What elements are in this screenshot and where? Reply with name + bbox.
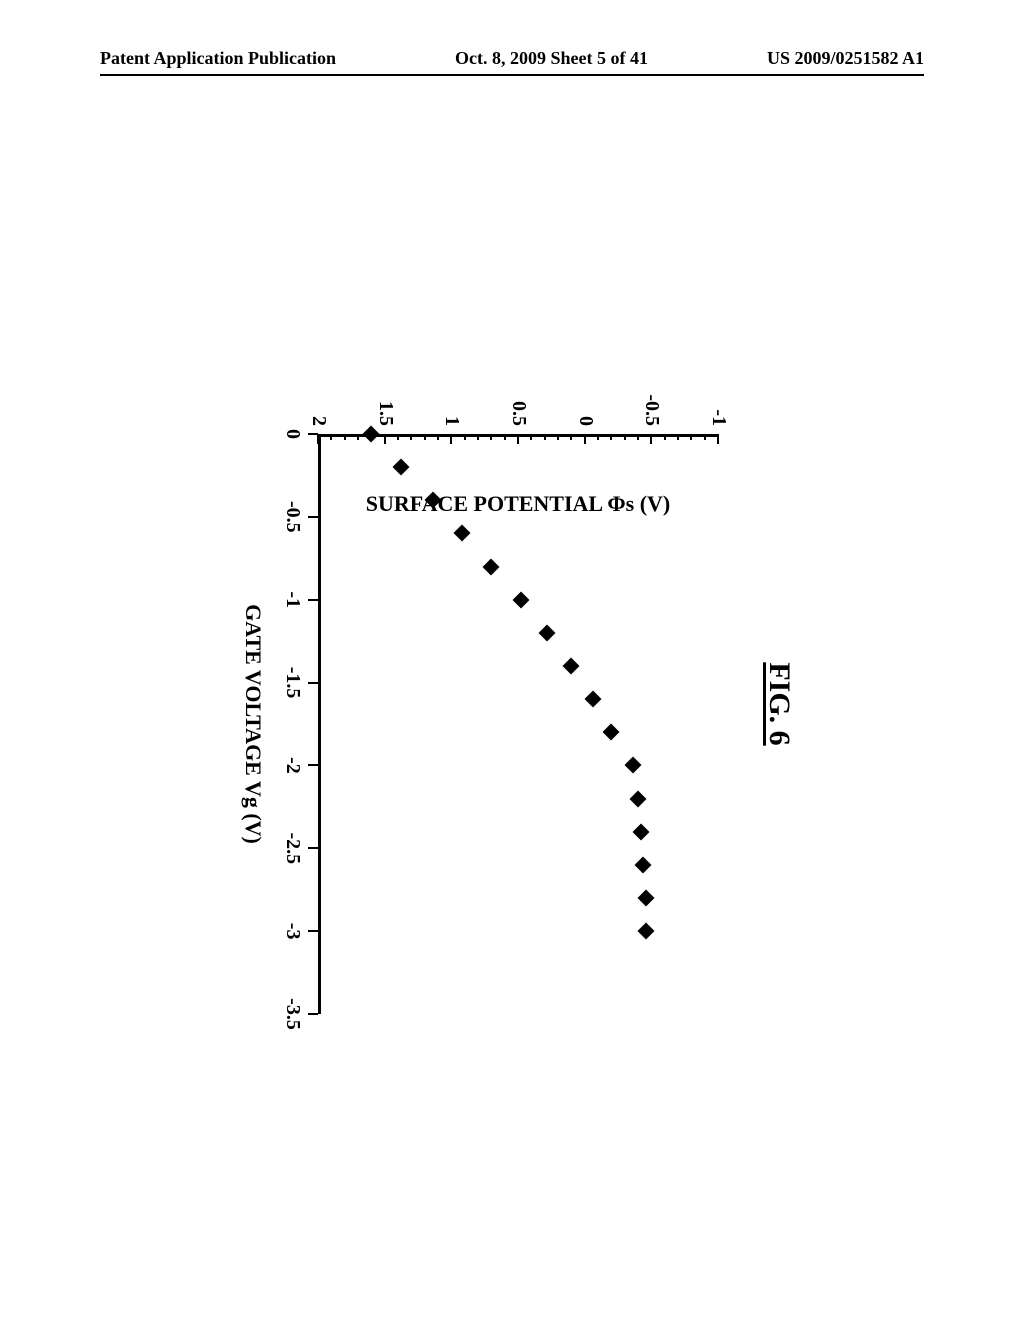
y-tick xyxy=(450,434,452,444)
y-tick xyxy=(384,434,386,444)
header-center: Oct. 8, 2009 Sheet 5 of 41 xyxy=(455,48,648,69)
x-tick xyxy=(308,930,318,932)
x-tick xyxy=(308,764,318,766)
y-minor-tick xyxy=(557,434,559,440)
x-tick xyxy=(308,516,318,518)
x-tick-label: -3.5 xyxy=(281,998,304,1030)
header-rule xyxy=(100,74,924,76)
y-minor-tick xyxy=(544,434,546,440)
y-minor-tick xyxy=(357,434,359,440)
x-tick-label: -1 xyxy=(281,591,304,608)
y-minor-tick xyxy=(690,434,692,440)
x-tick-label: -2 xyxy=(281,757,304,774)
x-tick-label: -3 xyxy=(281,923,304,940)
y-tick xyxy=(517,434,519,444)
plot-area xyxy=(318,434,718,1014)
y-tick-label: 0 xyxy=(574,344,597,426)
y-minor-tick xyxy=(624,434,626,440)
y-minor-tick xyxy=(530,434,532,440)
y-tick-label: 2 xyxy=(307,344,330,426)
x-tick xyxy=(308,682,318,684)
x-tick-label: -0.5 xyxy=(281,501,304,533)
x-tick xyxy=(308,847,318,849)
y-minor-tick xyxy=(344,434,346,440)
chart-container: SURFACE POTENTIAL Φs (V) GATE VOLTAGE Vg… xyxy=(228,344,738,1064)
y-tick-label: -1 xyxy=(707,344,730,426)
y-minor-tick xyxy=(664,434,666,440)
y-tick-label: 1.5 xyxy=(374,344,397,426)
x-tick-label: -1.5 xyxy=(281,667,304,699)
y-minor-tick xyxy=(437,434,439,440)
x-tick-label: -2.5 xyxy=(281,832,304,864)
x-tick-label: 0 xyxy=(281,429,304,439)
figure-label: FIG. 6 xyxy=(762,344,796,1064)
y-minor-tick xyxy=(464,434,466,440)
y-tick xyxy=(584,434,586,444)
y-minor-tick xyxy=(677,434,679,440)
header-right: US 2009/0251582 A1 xyxy=(767,48,924,69)
y-tick xyxy=(717,434,719,444)
header-left: Patent Application Publication xyxy=(100,48,336,69)
y-minor-tick xyxy=(477,434,479,440)
y-minor-tick xyxy=(704,434,706,440)
y-tick xyxy=(317,434,319,444)
y-minor-tick xyxy=(424,434,426,440)
y-minor-tick xyxy=(637,434,639,440)
y-minor-tick xyxy=(597,434,599,440)
y-minor-tick xyxy=(504,434,506,440)
page-header: Patent Application Publication Oct. 8, 2… xyxy=(0,48,1024,69)
y-tick-label: 0.5 xyxy=(507,344,530,426)
y-axis-label: SURFACE POTENTIAL Φs (V) xyxy=(366,491,670,517)
x-tick xyxy=(308,599,318,601)
y-minor-tick xyxy=(397,434,399,440)
figure-rotated-wrap: FIG. 6 SURFACE POTENTIAL Φs (V) GATE VOL… xyxy=(228,344,796,1064)
y-minor-tick xyxy=(610,434,612,440)
y-tick-label: -0.5 xyxy=(640,344,663,426)
x-tick xyxy=(308,1013,318,1015)
x-tick xyxy=(308,433,318,435)
y-tick-label: 1 xyxy=(440,344,463,426)
y-minor-tick xyxy=(570,434,572,440)
y-tick xyxy=(650,434,652,444)
y-minor-tick xyxy=(330,434,332,440)
y-minor-tick xyxy=(490,434,492,440)
y-minor-tick xyxy=(410,434,412,440)
x-axis-label: GATE VOLTAGE Vg (V) xyxy=(240,434,266,1014)
